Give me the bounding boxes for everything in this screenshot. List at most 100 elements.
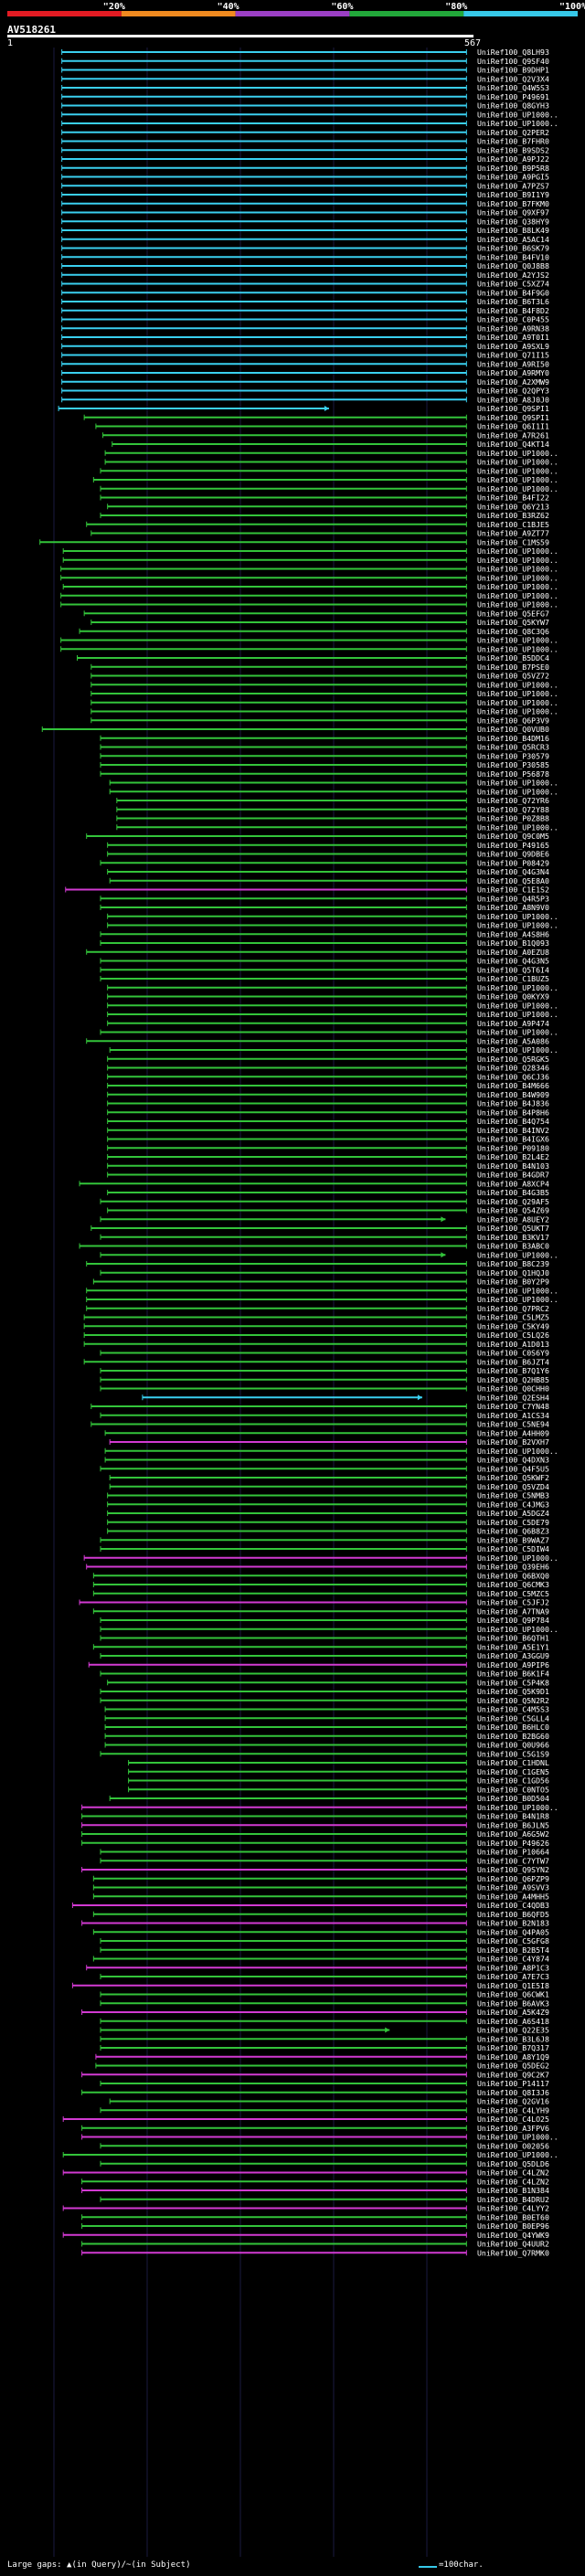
- hit-label[interactable]: UniRef100_Q72Y88: [477, 805, 549, 814]
- hit-label[interactable]: UniRef100_Q6P3V9: [477, 716, 549, 725]
- hit-label[interactable]: UniRef100_C0P455: [477, 315, 549, 324]
- hit-label[interactable]: UniRef100_B0Y2P9: [477, 1277, 549, 1287]
- hit-label[interactable]: UniRef100_UP1000..: [477, 546, 558, 556]
- hit-label[interactable]: UniRef100_A7R261: [477, 430, 549, 440]
- hit-label[interactable]: UniRef100_UP1000..: [477, 779, 558, 788]
- hit-label[interactable]: UniRef100_B4DRU2: [477, 2195, 549, 2204]
- hit-label[interactable]: UniRef100_Q9SF40: [477, 57, 549, 66]
- hit-label[interactable]: UniRef100_Q9C0M5: [477, 832, 549, 841]
- hit-label[interactable]: UniRef100_B4N1R8: [477, 1812, 549, 1821]
- hit-label[interactable]: UniRef100_A9PGI5: [477, 173, 549, 182]
- hit-label[interactable]: UniRef100_UP1000..: [477, 591, 558, 600]
- hit-label[interactable]: UniRef100_Q5EFG7: [477, 609, 549, 618]
- hit-label[interactable]: UniRef100_B4G3B5: [477, 1188, 549, 1197]
- hit-label[interactable]: UniRef100_Q29AF5: [477, 1197, 549, 1206]
- hit-label[interactable]: UniRef100_B4IGX6: [477, 1135, 549, 1144]
- hit-label[interactable]: UniRef100_P49626: [477, 1839, 549, 1848]
- hit-label[interactable]: UniRef100_C1BUZ5: [477, 974, 549, 983]
- hit-label[interactable]: UniRef100_Q9P784: [477, 1616, 549, 1625]
- hit-label[interactable]: UniRef100_UP1000..: [477, 1803, 558, 1812]
- hit-label[interactable]: UniRef100_C4LO25: [477, 2115, 549, 2124]
- hit-label[interactable]: UniRef100_B8LK49: [477, 226, 549, 235]
- hit-label[interactable]: UniRef100_B0ET60: [477, 2212, 549, 2221]
- hit-label[interactable]: UniRef100_UP1000..: [477, 119, 558, 128]
- hit-label[interactable]: UniRef100_Q5K9D1: [477, 1687, 549, 1696]
- hit-label[interactable]: UniRef100_A8Y1Q9: [477, 2052, 549, 2062]
- hit-label[interactable]: UniRef100_UP1000..: [477, 707, 558, 716]
- hit-label[interactable]: UniRef100_UP1000..: [477, 636, 558, 645]
- hit-label[interactable]: UniRef100_B4Q754: [477, 1117, 549, 1126]
- hit-label[interactable]: UniRef100_Q2ESH4: [477, 1393, 549, 1402]
- hit-label[interactable]: UniRef100_B2B5T4: [477, 1945, 549, 1955]
- hit-label[interactable]: UniRef100_B4F8D2: [477, 306, 549, 315]
- hit-label[interactable]: UniRef100_Q8LH93: [477, 48, 549, 57]
- hit-label[interactable]: UniRef100_B4M666: [477, 1081, 549, 1090]
- hit-label[interactable]: UniRef100_UP1000..: [477, 600, 558, 610]
- hit-label[interactable]: UniRef100_C5GLL4: [477, 1713, 549, 1723]
- hit-label[interactable]: UniRef100_UP1000..: [477, 1625, 558, 1634]
- hit-label[interactable]: UniRef100_B9SDS2: [477, 145, 549, 154]
- hit-label[interactable]: UniRef100_A4HH09: [477, 1428, 549, 1437]
- hit-label[interactable]: UniRef100_Q5VZD4: [477, 1482, 549, 1491]
- hit-label[interactable]: UniRef100_B3KV17: [477, 1233, 549, 1242]
- hit-label[interactable]: UniRef100_Q9C2K7: [477, 2070, 549, 2079]
- hit-label[interactable]: UniRef100_B6QTH1: [477, 1634, 549, 1643]
- hit-label[interactable]: UniRef100_B2VXH7: [477, 1437, 549, 1447]
- hit-label[interactable]: UniRef100_A5E1Y1: [477, 1642, 549, 1651]
- hit-label[interactable]: UniRef100_Q4G3N5: [477, 957, 549, 966]
- hit-label[interactable]: UniRef100_B4DM16: [477, 734, 549, 743]
- hit-label[interactable]: UniRef100_UP1000..: [477, 1028, 558, 1037]
- hit-label[interactable]: UniRef100_UP1000..: [477, 912, 558, 921]
- hit-label[interactable]: UniRef100_Q5DLD6: [477, 2159, 549, 2168]
- hit-label[interactable]: UniRef100_C4M5S3: [477, 1705, 549, 1714]
- hit-label[interactable]: UniRef100_Q4UUR2: [477, 2240, 549, 2249]
- hit-label[interactable]: UniRef100_B0EP96: [477, 2221, 549, 2231]
- hit-label[interactable]: UniRef100_O02056: [477, 2141, 549, 2150]
- hit-label[interactable]: UniRef100_P08429: [477, 858, 549, 867]
- hit-label[interactable]: UniRef100_C4LYY2: [477, 2204, 549, 2213]
- hit-label[interactable]: UniRef100_C5GFG8: [477, 1936, 549, 1945]
- hit-label[interactable]: UniRef100_B9DHP1: [477, 66, 549, 75]
- hit-label[interactable]: UniRef100_B3ABC0: [477, 1242, 549, 1251]
- hit-label[interactable]: UniRef100_B9I1Y9: [477, 190, 549, 199]
- hit-label[interactable]: UniRef100_A2YJS2: [477, 270, 549, 280]
- hit-label[interactable]: UniRef100_B6HLC0: [477, 1723, 549, 1732]
- hit-label[interactable]: UniRef100_B1N384: [477, 2186, 549, 2195]
- hit-label[interactable]: UniRef100_B4P8H6: [477, 1108, 549, 1117]
- hit-label[interactable]: UniRef100_B7FKM0: [477, 199, 549, 208]
- hit-label[interactable]: UniRef100_Q6CJ36: [477, 1072, 549, 1081]
- hit-label[interactable]: UniRef100_P14117: [477, 2079, 549, 2088]
- hit-label[interactable]: UniRef100_B4J836: [477, 1099, 549, 1108]
- hit-label[interactable]: UniRef100_A8J0J0: [477, 395, 549, 404]
- hit-label[interactable]: UniRef100_Q2HB85: [477, 1375, 549, 1384]
- hit-label[interactable]: UniRef100_A4MHH5: [477, 1892, 549, 1901]
- hit-label[interactable]: UniRef100_A9T0I1: [477, 333, 549, 342]
- hit-label[interactable]: UniRef100_C4LZN2: [477, 2168, 549, 2178]
- hit-label[interactable]: UniRef100_C1GD56: [477, 1776, 549, 1786]
- hit-label[interactable]: UniRef100_B9WAZ7: [477, 1535, 549, 1544]
- hit-label[interactable]: UniRef100_C4QDB3: [477, 1901, 549, 1910]
- hit-label[interactable]: UniRef100_B4W909: [477, 1090, 549, 1099]
- hit-label[interactable]: UniRef100_Q4KT14: [477, 440, 549, 449]
- hit-label[interactable]: UniRef100_A3GGU9: [477, 1651, 549, 1660]
- hit-label[interactable]: UniRef100_A8P1C3: [477, 1963, 549, 1972]
- hit-label[interactable]: UniRef100_C4LYH9: [477, 2105, 549, 2115]
- hit-label[interactable]: UniRef100_B3L6J8: [477, 2034, 549, 2043]
- hit-label[interactable]: UniRef100_Q1HQJ0: [477, 1268, 549, 1277]
- hit-label[interactable]: UniRef100_Q5KYW7: [477, 618, 549, 627]
- hit-label[interactable]: UniRef100_C1MS59: [477, 537, 549, 546]
- hit-label[interactable]: UniRef100_Q2QPY3: [477, 387, 549, 396]
- hit-label[interactable]: UniRef100_B6SK79: [477, 244, 549, 253]
- hit-label[interactable]: UniRef100_B6JLN5: [477, 1820, 549, 1829]
- hit-label[interactable]: UniRef100_A9PIP6: [477, 1660, 549, 1670]
- hit-label[interactable]: UniRef100_A9RMY0: [477, 368, 549, 377]
- hit-label[interactable]: UniRef100_B6AVK3: [477, 1998, 549, 2008]
- hit-label[interactable]: UniRef100_UP1000..: [477, 573, 558, 582]
- hit-label[interactable]: UniRef100_B6QFD5: [477, 1910, 549, 1919]
- hit-label[interactable]: UniRef100_Q0U966: [477, 1741, 549, 1750]
- hit-label[interactable]: UniRef100_UP1000..: [477, 582, 558, 591]
- hit-label[interactable]: UniRef100_P10664: [477, 1848, 549, 1857]
- hit-label[interactable]: UniRef100_UP1000..: [477, 1001, 558, 1010]
- hit-label[interactable]: UniRef100_Q6CMK3: [477, 1580, 549, 1589]
- hit-label[interactable]: UniRef100_C0S6Y9: [477, 1349, 549, 1358]
